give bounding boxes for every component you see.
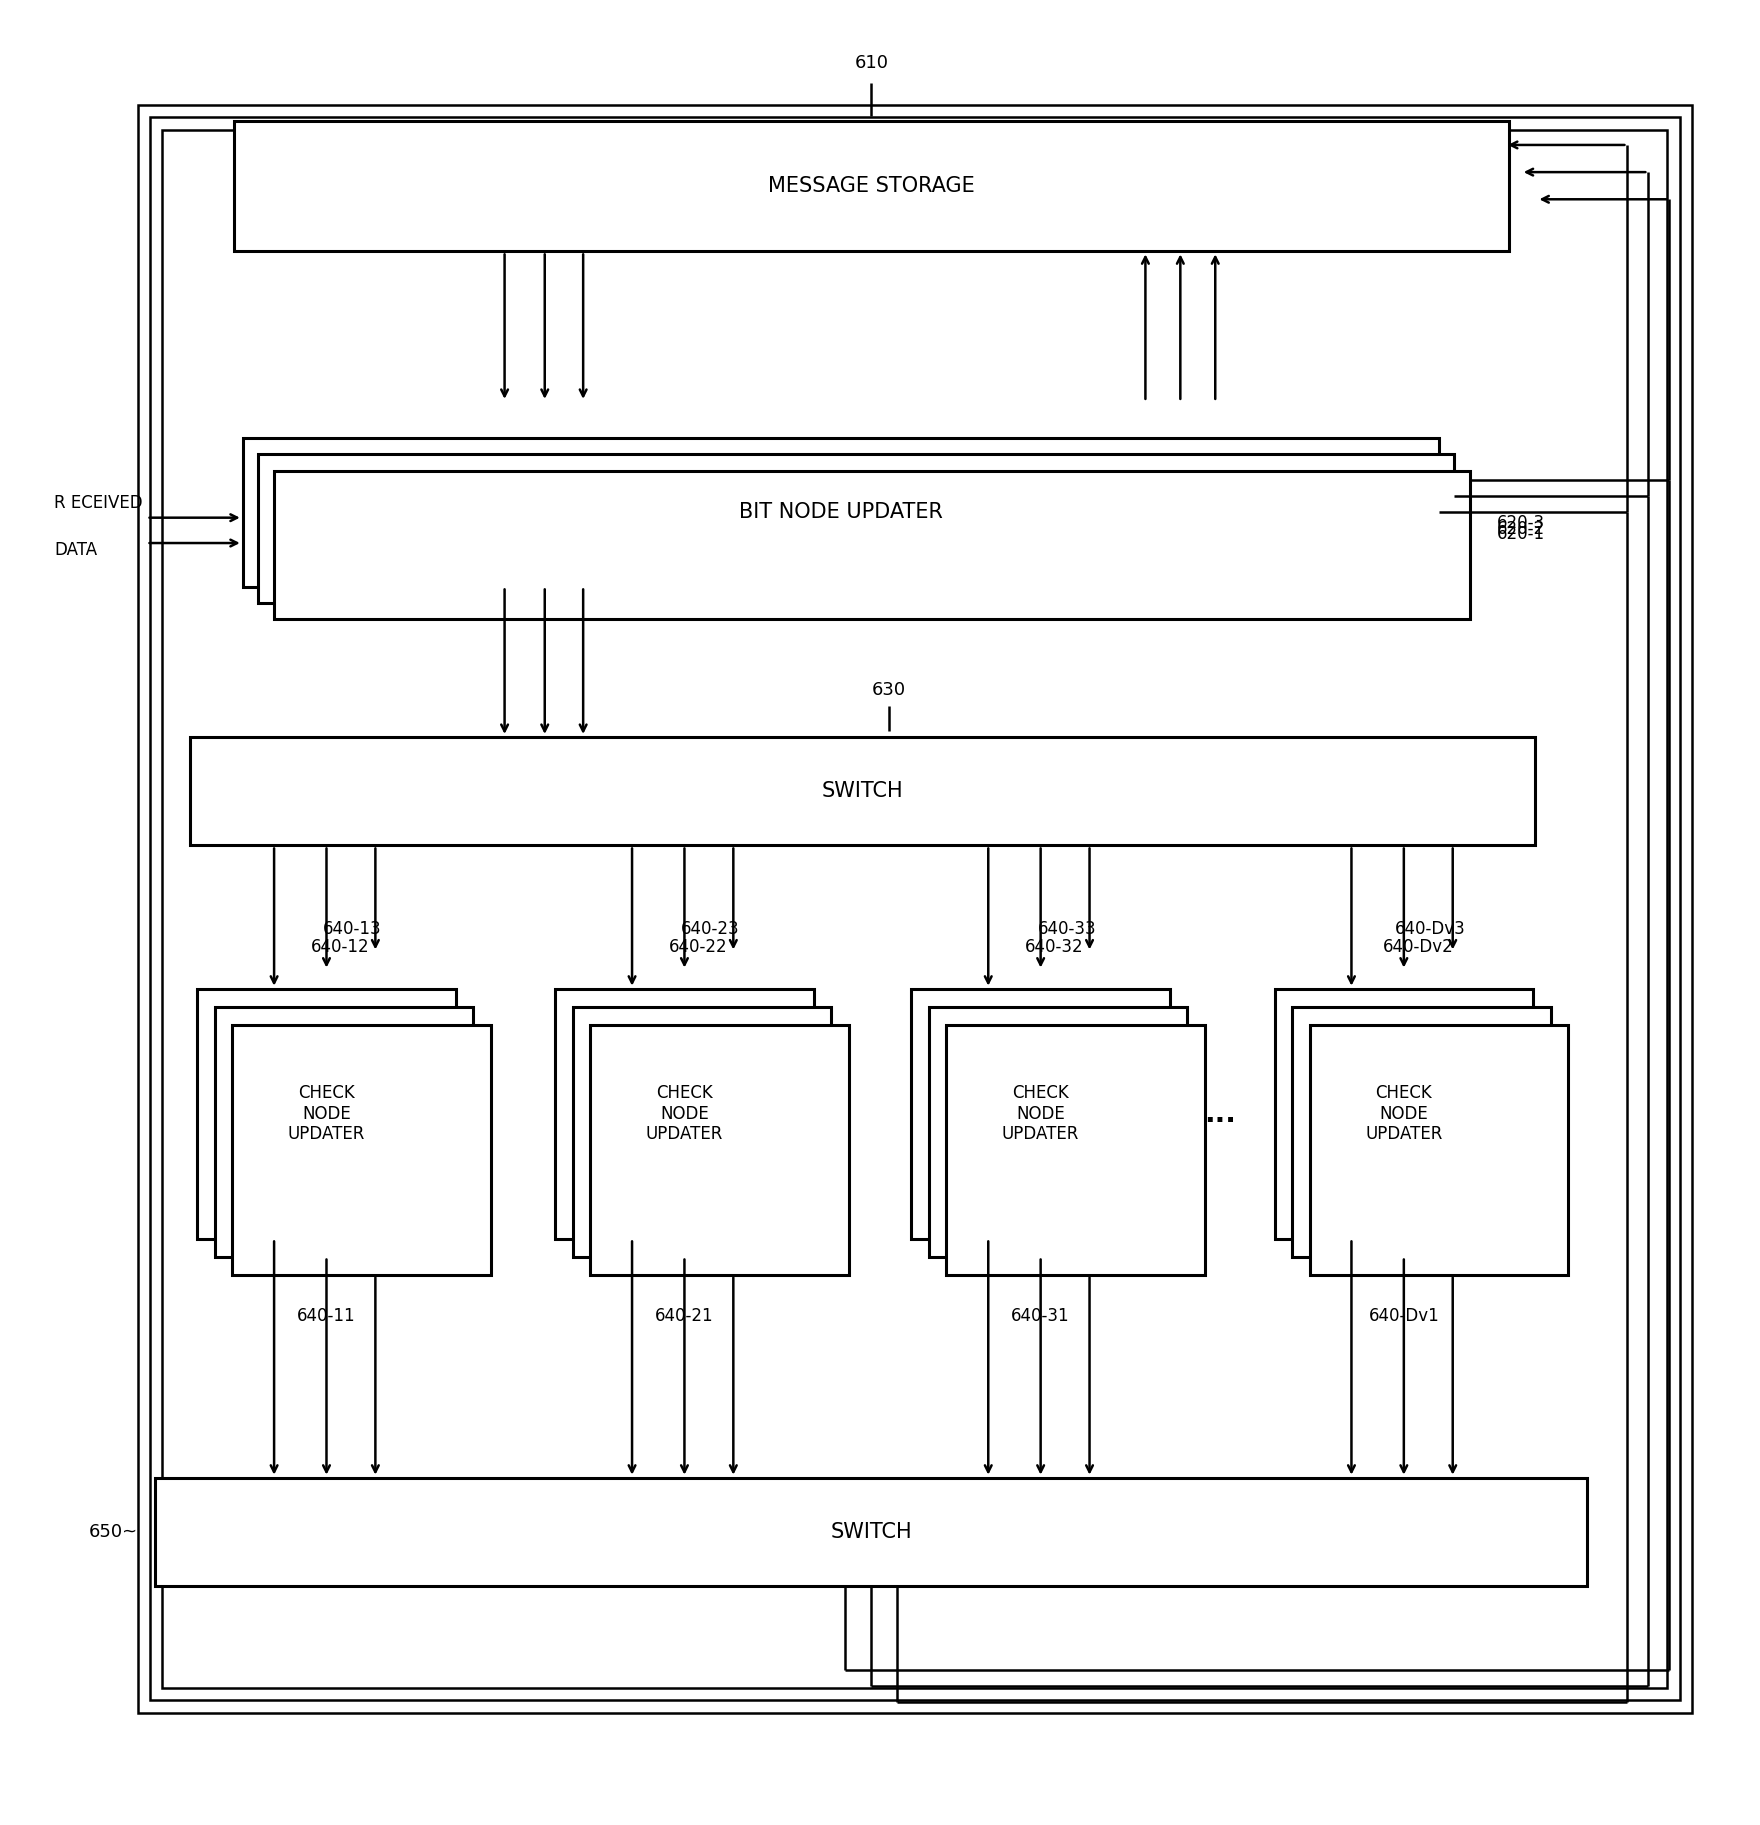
Text: 640-32: 640-32	[1026, 938, 1084, 956]
Bar	[1274, 989, 1533, 1239]
Text: 640-23: 640-23	[681, 920, 739, 938]
Text: 640-33: 640-33	[1038, 920, 1096, 938]
Bar	[190, 737, 1535, 845]
Text: BIT NODE UPDATER: BIT NODE UPDATER	[739, 502, 943, 522]
Text: ...: ...	[1204, 1099, 1237, 1128]
Text: 640-11: 640-11	[297, 1307, 356, 1325]
Text: CHECK
NODE
UPDATER: CHECK NODE UPDATER	[289, 1084, 364, 1142]
Bar	[947, 1026, 1206, 1274]
Bar	[554, 989, 813, 1239]
Text: SWITCH: SWITCH	[822, 781, 903, 801]
Text: 620-1: 620-1	[1496, 526, 1545, 544]
Bar	[155, 1478, 1588, 1586]
Text: 640-13: 640-13	[324, 920, 382, 938]
Bar	[1309, 1026, 1568, 1274]
Text: 620-3: 620-3	[1496, 515, 1545, 533]
Bar	[590, 1026, 848, 1274]
Text: MESSAGE STORAGE: MESSAGE STORAGE	[767, 177, 975, 197]
Text: 640-Dv1: 640-Dv1	[1369, 1307, 1440, 1325]
Text: CHECK
NODE
UPDATER: CHECK NODE UPDATER	[1001, 1084, 1079, 1142]
Bar	[197, 989, 456, 1239]
Text: 640-22: 640-22	[669, 938, 727, 956]
Text: 620-2: 620-2	[1496, 520, 1545, 538]
Bar	[232, 1026, 491, 1274]
Bar	[243, 438, 1438, 586]
Bar	[137, 104, 1691, 1714]
Text: 610: 610	[854, 55, 889, 73]
Bar	[929, 1007, 1188, 1257]
Text: R ECEIVED: R ECEIVED	[55, 495, 143, 513]
Bar	[259, 454, 1454, 602]
Text: 630: 630	[871, 681, 906, 699]
Text: CHECK
NODE
UPDATER: CHECK NODE UPDATER	[646, 1084, 723, 1142]
Text: 640-Dv2: 640-Dv2	[1382, 938, 1454, 956]
Text: 640-Dv3: 640-Dv3	[1394, 920, 1466, 938]
Text: 640-31: 640-31	[1012, 1307, 1070, 1325]
Bar	[234, 120, 1508, 252]
Text: CHECK
NODE
UPDATER: CHECK NODE UPDATER	[1366, 1084, 1443, 1142]
Text: SWITCH: SWITCH	[831, 1522, 912, 1542]
Bar	[1292, 1007, 1551, 1257]
Bar	[150, 117, 1679, 1701]
Text: 640-12: 640-12	[312, 938, 370, 956]
Bar	[912, 989, 1170, 1239]
Text: 640-21: 640-21	[655, 1307, 715, 1325]
Bar	[275, 471, 1470, 619]
Text: 650~: 650~	[88, 1522, 137, 1540]
Bar	[162, 130, 1667, 1688]
Bar	[572, 1007, 831, 1257]
Bar	[215, 1007, 473, 1257]
Text: DATA: DATA	[55, 542, 97, 558]
